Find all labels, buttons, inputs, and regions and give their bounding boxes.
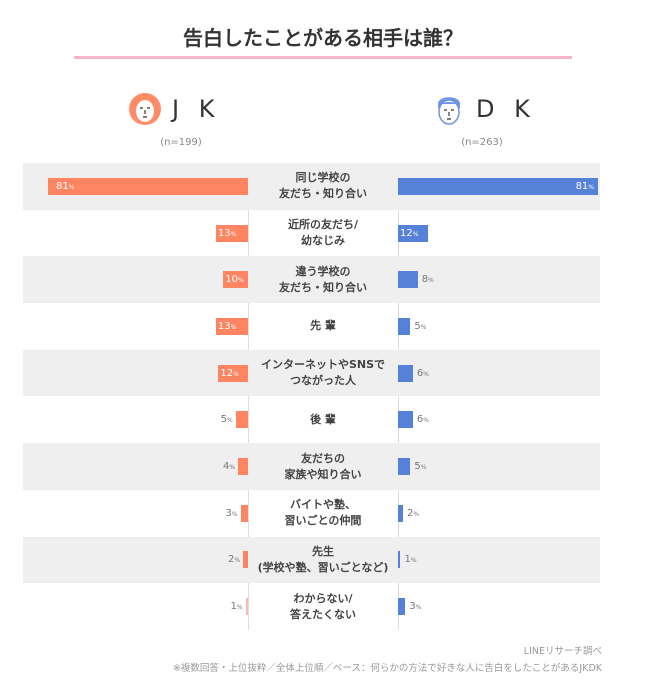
- title-underline: [74, 56, 572, 59]
- dk-bar: [398, 224, 428, 242]
- jk-bar: [235, 411, 248, 429]
- jk-value-label: 13%: [217, 227, 237, 239]
- chart-row: インターネットやSNSで つながった人: [23, 349, 600, 397]
- category-label: 同じ学校の 友だち・知り合い: [279, 171, 367, 201]
- chart-row: 友だちの 家族や知り合い: [23, 443, 600, 490]
- chart-row: 先 輩: [23, 303, 600, 350]
- girl-face-icon: [129, 93, 161, 125]
- dk-value-label: 5%: [414, 461, 427, 473]
- jk-header: J K: [128, 92, 220, 126]
- jk-bar: [240, 504, 248, 522]
- jk-value-label: 12%: [220, 367, 239, 379]
- jk-value-label: 81%: [56, 180, 75, 192]
- dk-bar: [398, 271, 418, 289]
- category-label: バイトや塾、 習いごとの仲間: [284, 498, 362, 528]
- jk-bar: [243, 551, 248, 569]
- jk-value-label: 2%: [227, 554, 241, 566]
- dk-label: D K: [476, 95, 536, 123]
- category-label: 先生 (学校や塾、習いごとなど): [257, 544, 389, 574]
- dk-bar: [398, 598, 406, 616]
- category-label: 後 輩: [310, 412, 336, 426]
- chart-title: 告白したことがある相手は誰？: [183, 26, 463, 50]
- jk-value-label: 4%: [223, 461, 236, 473]
- right-divider: [398, 163, 399, 630]
- dk-bar: [398, 504, 403, 522]
- dk-value-label: 6%: [416, 367, 429, 379]
- left-divider: [248, 163, 249, 630]
- dk-value-label: 12%: [400, 227, 419, 239]
- jk-n: (n=199): [160, 137, 202, 148]
- jk-bar: [245, 598, 248, 616]
- jk-value-label: 5%: [220, 414, 233, 426]
- chart-row: わからない/ 答えたくない: [23, 583, 600, 630]
- dk-value-label: 6%: [416, 414, 429, 426]
- boy-face-icon: [438, 97, 460, 125]
- dk-bar: [398, 551, 401, 569]
- dk-bar: [398, 364, 413, 382]
- jk-label: J K: [172, 95, 221, 123]
- dk-bar: [398, 411, 413, 429]
- jk-value-label: 13%: [217, 320, 237, 332]
- dk-value-label: 5%: [414, 320, 427, 332]
- category-label: 先 輩: [310, 319, 336, 333]
- jk-bar: [218, 364, 248, 382]
- dk-value-label: 2%: [406, 507, 420, 519]
- jk-value-label: 3%: [225, 507, 238, 519]
- dk-header: D K: [432, 92, 536, 126]
- category-label: 友だちの 家族や知り合い: [284, 451, 362, 481]
- jk-bar: [215, 317, 248, 335]
- category-label: 違う学校の 友だち・知り合い: [279, 264, 367, 294]
- dk-bar: [398, 317, 411, 335]
- category-label: わからない/ 答えたくない: [290, 591, 356, 621]
- jk-bar: [48, 177, 248, 195]
- jk-value-label: 1%: [230, 601, 243, 613]
- dk-value-label: 81%: [575, 180, 594, 192]
- dk-bar: [398, 458, 411, 476]
- dk-bar: [398, 177, 598, 195]
- jk-bar: [223, 271, 248, 289]
- dk-value-label: 1%: [404, 554, 417, 566]
- dk-value-label: 3%: [409, 601, 422, 613]
- chart-row: バイトや塾、 習いごとの仲間: [23, 490, 600, 537]
- dk-n: (n=263): [461, 137, 503, 148]
- category-label: インターネットやSNSで つながった人: [260, 358, 386, 388]
- chart-row: 後 輩: [23, 397, 600, 444]
- chart-row: 違う学校の 友だち・知り合い: [23, 256, 600, 304]
- source-note: LINEリサーチ調べ: [523, 646, 602, 657]
- chart-row: 先生 (学校や塾、習いごとなど): [23, 536, 600, 584]
- dk-value-label: 8%: [421, 274, 434, 286]
- jk-value-label: 10%: [225, 274, 244, 286]
- category-label: 近所の友だち/ 幼なじみ: [287, 218, 359, 248]
- jk-bar: [215, 224, 248, 242]
- jk-bar: [238, 458, 248, 476]
- chart-row: 近所の友だち/ 幼なじみ: [23, 210, 600, 257]
- footnote: ※複数回答・上位抜粋／全体上位順／ベース：何らかの方法で好きな人に告白をしたこと…: [172, 663, 602, 674]
